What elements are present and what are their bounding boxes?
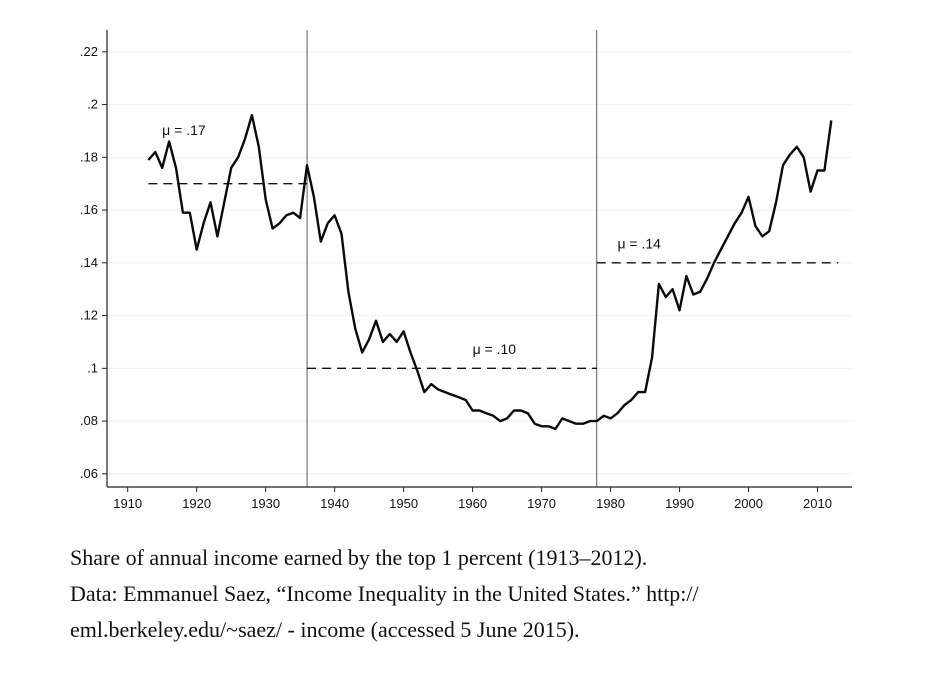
- income-share-chart: μ = .17μ = .10μ = .14 1910 1920 1930 1940 19…: [80, 30, 852, 511]
- x-tick-label: 1950: [389, 496, 418, 511]
- x-axis-ticks: 1910 1920 1930 1940 1950 1960 1970 1980 1990 2000…: [113, 487, 832, 511]
- gridlines: [107, 51, 852, 475]
- caption-line-1: Share of annual income earned by the top…: [70, 545, 648, 570]
- y-tick-label: .14: [80, 255, 98, 270]
- y-tick-label: .12: [80, 308, 98, 323]
- x-tick-label: 1930: [251, 496, 280, 511]
- x-tick-label: 1980: [596, 496, 625, 511]
- y-tick-label: .16: [80, 202, 98, 217]
- x-tick-label: 2010: [803, 496, 832, 511]
- x-tick-label: 1940: [320, 496, 349, 511]
- period-mean-lines: μ = .17 μ = .10 μ = .14: [148, 122, 839, 370]
- x-tick-label: 1960: [458, 496, 487, 511]
- x-tick-label: 2000: [734, 496, 763, 511]
- mean-label: μ = .17: [162, 122, 206, 138]
- axes: [106, 30, 852, 488]
- y-axis-ticks: .06 .08 .1 .12 .14 .16 .18 .2 .22: [80, 44, 107, 481]
- figure-caption: Share of annual income earned by the top…: [70, 540, 910, 648]
- y-tick-label: .08: [80, 413, 98, 428]
- x-tick-label: 1920: [182, 496, 211, 511]
- x-tick-label: 1970: [527, 496, 556, 511]
- series-line: [147, 113, 833, 431]
- x-tick-label: 1910: [113, 496, 142, 511]
- y-tick-label: .22: [80, 44, 98, 59]
- caption-line-2: Data: Emmanuel Saez, “Income Inequality …: [70, 581, 699, 606]
- series-layer: [147, 113, 833, 431]
- y-tick-label: .1: [87, 360, 98, 375]
- mean-label: μ = .14: [617, 235, 661, 251]
- mean-label: μ = .10: [473, 341, 517, 357]
- x-tick-label: 1990: [665, 496, 694, 511]
- period-dividers: [306, 30, 598, 487]
- y-tick-label: .18: [80, 149, 98, 164]
- y-tick-label: .2: [87, 97, 98, 112]
- y-tick-label: .06: [80, 466, 98, 481]
- caption-line-3: eml.berkeley.edu/~saez/ - income (access…: [70, 617, 580, 642]
